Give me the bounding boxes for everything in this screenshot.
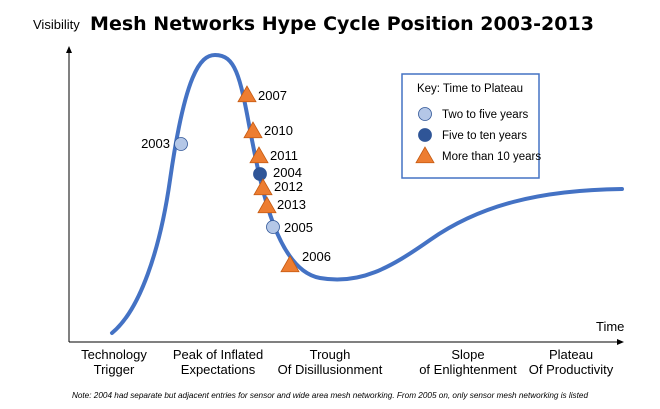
axes bbox=[66, 46, 624, 345]
x-axis-label: Time bbox=[596, 319, 624, 334]
legend-marker-five-to-ten-years bbox=[418, 128, 432, 142]
phase-label-technology-trigger: Technology Trigger bbox=[81, 347, 147, 377]
y-axis-label: Visibility bbox=[33, 17, 80, 32]
marker-2005 bbox=[266, 220, 280, 234]
point-2013: 2013 bbox=[257, 196, 306, 214]
point-2007: 2007 bbox=[237, 85, 287, 103]
point-2012: 2012 bbox=[253, 178, 303, 196]
point-2003: 2003 bbox=[141, 136, 188, 151]
year-label-2007: 2007 bbox=[258, 88, 287, 103]
legend-entry-five-to-ten-years: Five to ten years bbox=[418, 128, 527, 142]
legend-title: Key: Time to Plateau bbox=[417, 83, 523, 95]
point-2010: 2010 bbox=[243, 121, 293, 139]
legend-entry-two-to-five-years: Two to five years bbox=[418, 107, 529, 121]
point-2005: 2005 bbox=[266, 220, 313, 235]
legend-label-two-to-five-years: Two to five years bbox=[442, 109, 529, 121]
legend-marker-more-than-10-years bbox=[415, 146, 435, 164]
footnote: Note: 2004 had separate but adjacent ent… bbox=[72, 391, 589, 400]
year-label-2006: 2006 bbox=[302, 249, 331, 264]
year-label-2012: 2012 bbox=[274, 179, 303, 194]
point-2004: 2004 bbox=[253, 165, 302, 181]
year-label-2003: 2003 bbox=[141, 136, 170, 151]
year-label-2005: 2005 bbox=[284, 220, 313, 235]
marker-2004 bbox=[253, 167, 267, 181]
marker-2012 bbox=[253, 178, 273, 196]
marker-2011 bbox=[249, 146, 269, 164]
phase-label-peak-of-inflated-expectations: Peak of Inflated Expectations bbox=[173, 347, 263, 377]
year-label-2010: 2010 bbox=[264, 123, 293, 138]
point-2006: 2006 bbox=[280, 249, 331, 273]
marker-2007 bbox=[237, 85, 257, 103]
year-label-2004: 2004 bbox=[273, 165, 302, 180]
phase-label-plateau-of-productivity: Plateau Of Productivity bbox=[529, 347, 614, 377]
phase-labels: Technology Trigger Peak of Inflated Expecta… bbox=[81, 347, 614, 377]
legend-label-more-than-10-years: More than 10 years bbox=[442, 151, 541, 163]
point-2011: 2011 bbox=[249, 146, 298, 164]
marker-2003 bbox=[174, 137, 188, 151]
y-axis-arrow bbox=[66, 46, 72, 53]
x-axis-arrow bbox=[617, 339, 624, 345]
marker-2013 bbox=[257, 196, 277, 214]
legend-entry-more-than-10-years: More than 10 years bbox=[415, 146, 541, 164]
year-label-2013: 2013 bbox=[277, 197, 306, 212]
phase-label-trough-of-disillusionment: Trough Of Disillusionment bbox=[278, 347, 383, 377]
marker-2006 bbox=[280, 255, 300, 273]
legend-label-five-to-ten-years: Five to ten years bbox=[442, 130, 527, 142]
chart-title: Mesh Networks Hype Cycle Position 2003-2… bbox=[90, 13, 594, 35]
legend-entries: Two to five years Five to ten years More t… bbox=[415, 107, 541, 164]
legend-marker-two-to-five-years bbox=[418, 107, 432, 121]
marker-2010 bbox=[243, 121, 263, 139]
year-label-2011: 2011 bbox=[270, 148, 298, 163]
legend: Key: Time to Plateau Two to five years Fi… bbox=[401, 73, 541, 179]
hype-curve bbox=[110, 52, 624, 335]
phase-label-slope-of-enlightenment: Slope of Enlightenment bbox=[419, 347, 517, 377]
